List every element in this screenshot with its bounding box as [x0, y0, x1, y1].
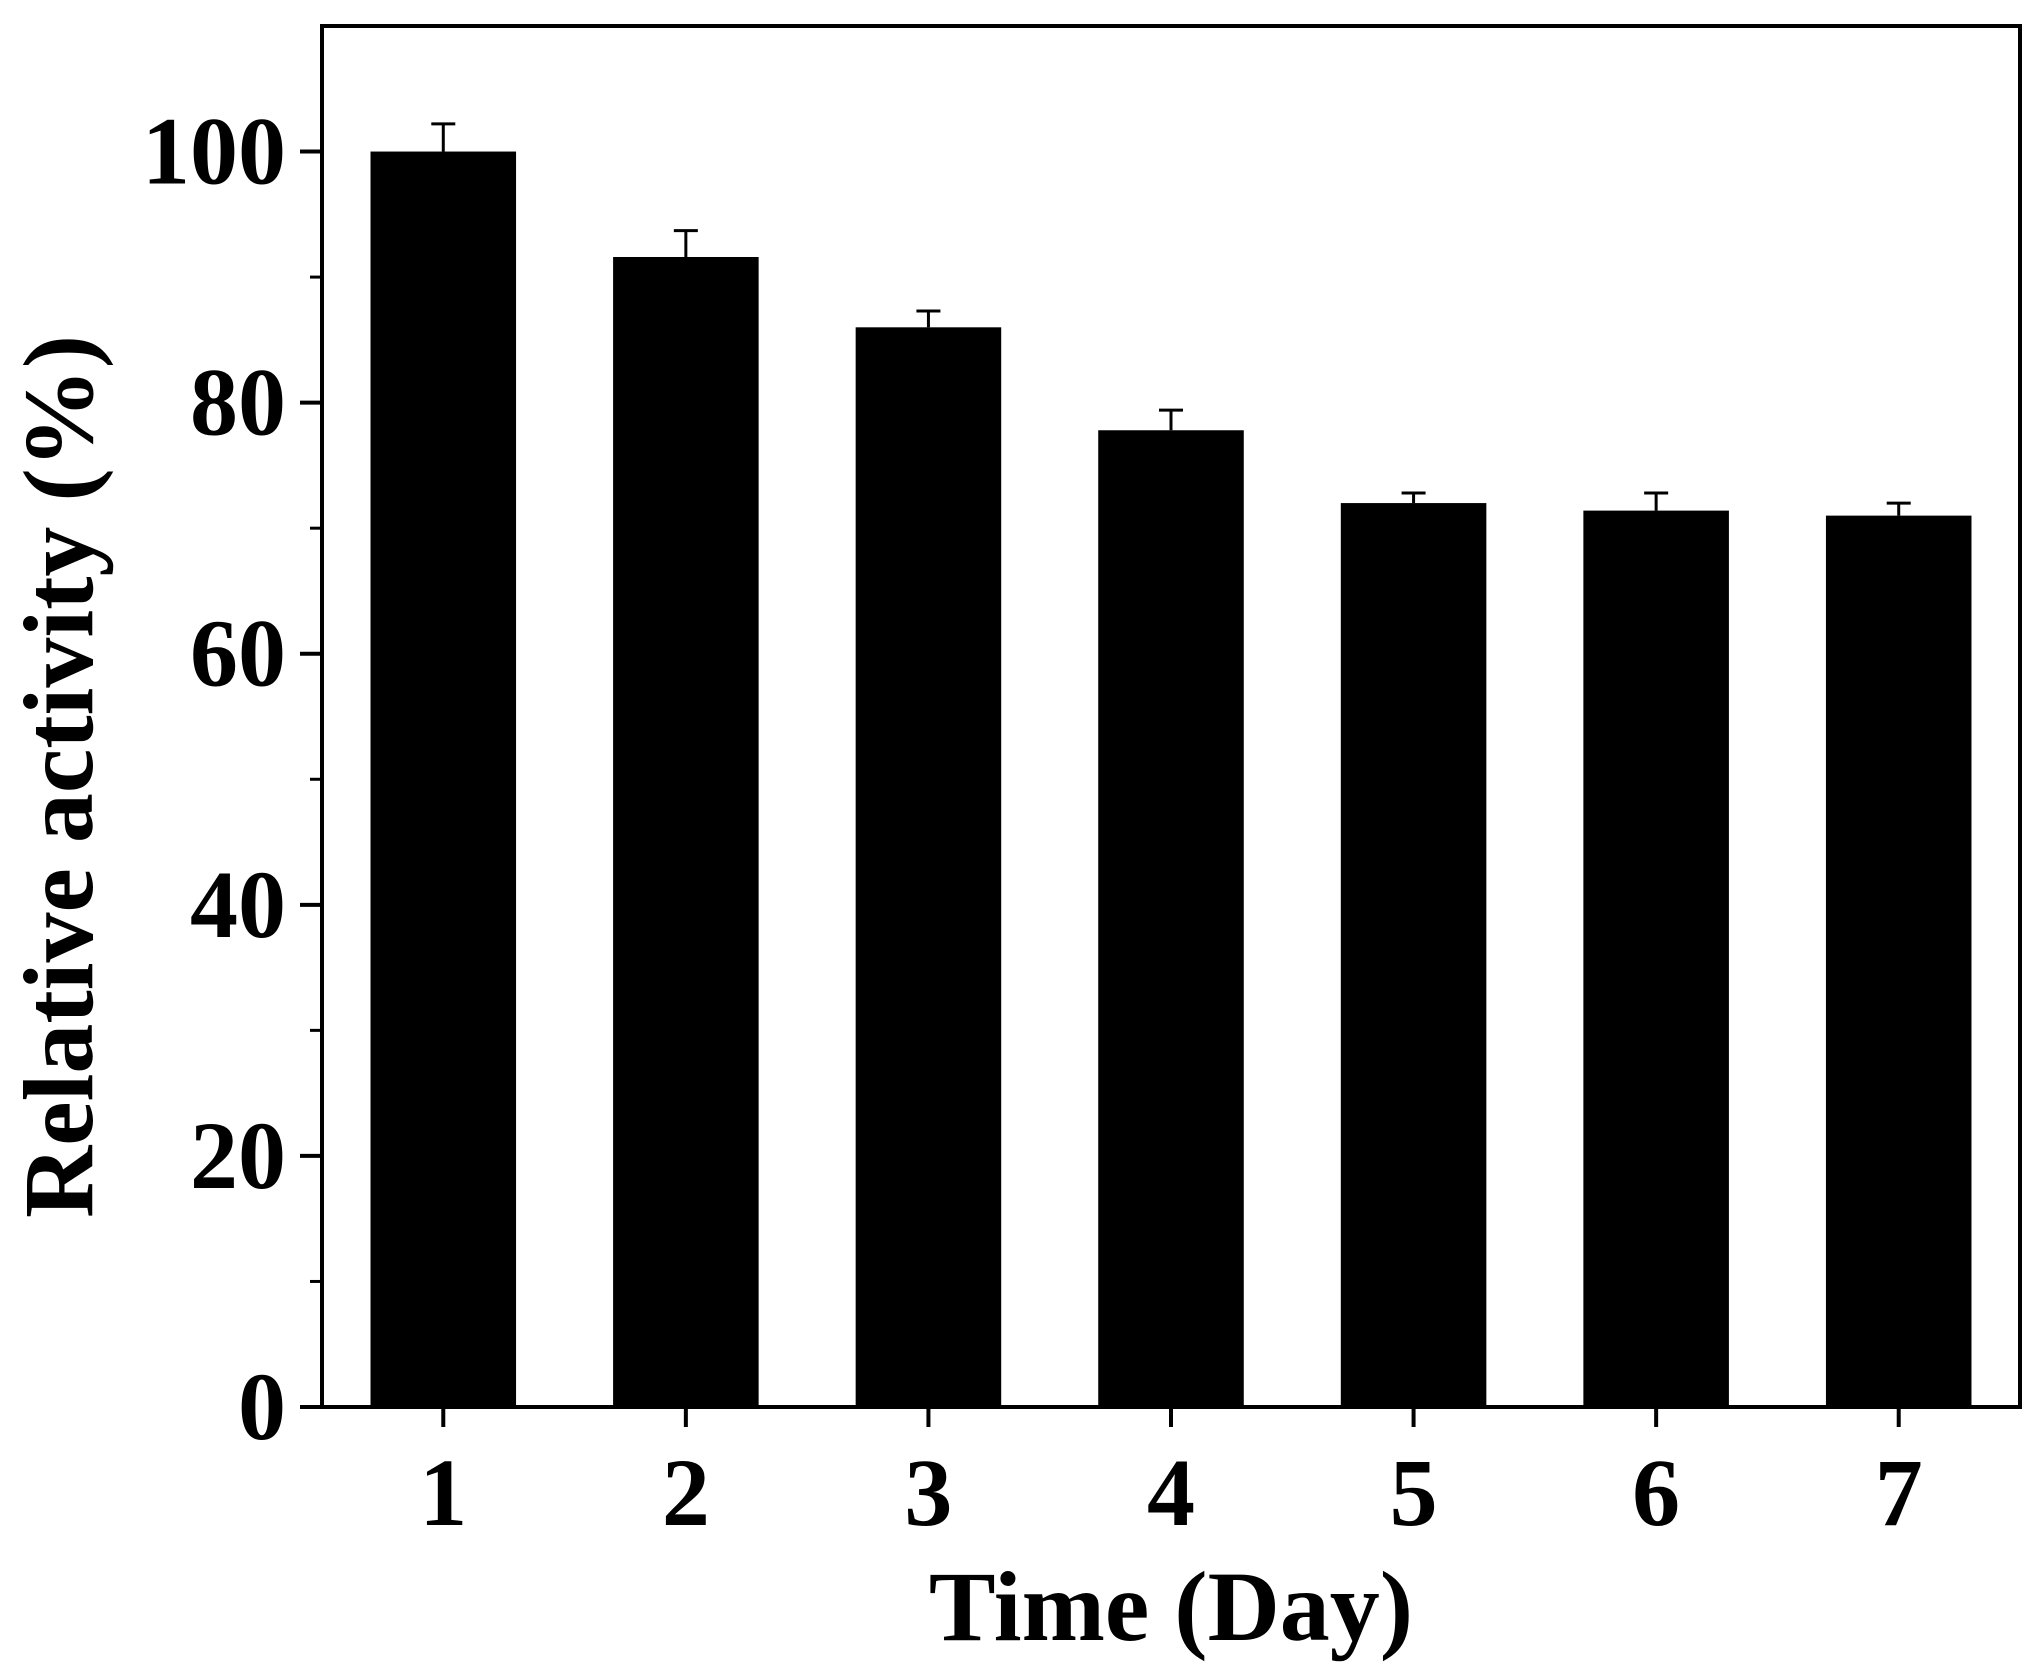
error-bar-day-6 [1644, 491, 1669, 511]
error-bar-day-4 [1159, 408, 1183, 431]
y-tick-label-60: 60 [190, 600, 286, 707]
bar-day-4 [1098, 430, 1244, 1408]
x-tick-label-1: 1 [419, 1439, 467, 1546]
x-axis-title: Time (Day) [929, 1551, 1413, 1662]
x-tick-label-7: 7 [1875, 1439, 1923, 1546]
y-tick-label-40: 40 [190, 851, 286, 958]
bar-day-6 [1583, 510, 1729, 1407]
x-tick-label-3: 3 [904, 1439, 952, 1546]
x-tick-label-6: 6 [1632, 1439, 1680, 1546]
error-bar-day-3 [916, 309, 941, 328]
error-bar-day-7 [1886, 501, 1911, 516]
y-axis-ticks: 0 20 40 60 80 100 [142, 98, 322, 1460]
bar-day-1 [370, 151, 517, 1408]
error-bar-day-1 [431, 122, 456, 152]
y-tick-label-100: 100 [142, 98, 286, 205]
y-tick-label-0: 0 [238, 1353, 286, 1460]
error-bar-day-5 [1401, 491, 1426, 504]
y-axis-title: Relative activity (%) [3, 335, 114, 1218]
error-bars [431, 122, 1911, 516]
bar-day-7 [1825, 515, 1972, 1407]
x-axis-ticks: 1 2 3 4 5 6 7 [419, 1407, 1923, 1546]
x-tick-label-2: 2 [662, 1439, 710, 1546]
bar-day-5 [1340, 503, 1487, 1407]
bar-day-2 [613, 257, 759, 1407]
error-bar-day-2 [673, 229, 698, 258]
y-tick-label-20: 20 [190, 1102, 286, 1209]
bar-day-3 [855, 327, 1002, 1407]
x-tick-label-4: 4 [1147, 1439, 1195, 1546]
bars [370, 151, 1972, 1408]
y-tick-label-80: 80 [190, 349, 286, 456]
x-tick-label-5: 5 [1390, 1439, 1438, 1546]
